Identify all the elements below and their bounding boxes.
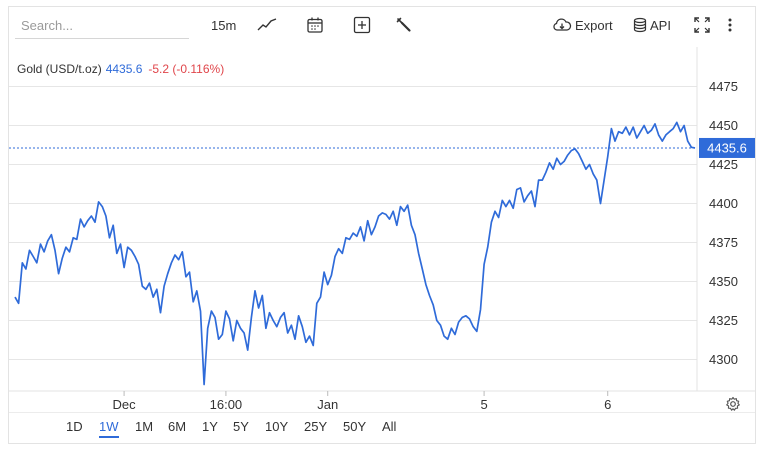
export-button[interactable]: Export — [552, 15, 613, 35]
last-price-tag — [699, 137, 755, 158]
series-layer — [14, 121, 696, 386]
x-tick-label: 6 — [604, 397, 611, 412]
settings-gear-icon[interactable] — [725, 396, 741, 417]
y-tick-label: 4300 — [709, 352, 738, 367]
chart-legend: Gold (USD/t.oz) 4435.6 -5.2 (-0.116%) — [17, 62, 224, 76]
y-tick-label: 4475 — [709, 79, 738, 94]
more-menu-icon[interactable] — [727, 15, 733, 35]
x-tick-label: Jan — [317, 397, 338, 412]
grid — [9, 47, 755, 392]
wrench-icon[interactable] — [395, 15, 413, 35]
api-label: API — [650, 17, 671, 33]
x-axis: Dec 16:00 Jan 5 6 — [113, 391, 611, 412]
x-tick-label: 16:00 — [210, 397, 243, 412]
y-tick-label: 4350 — [709, 274, 738, 289]
chart-type-icon[interactable] — [257, 15, 277, 35]
toolbar: 15m Export API — [9, 7, 755, 43]
x-tick-label: 5 — [480, 397, 487, 412]
y-tick-label: 4325 — [709, 313, 738, 328]
last-price-label: 4435.6 — [707, 140, 747, 155]
export-label: Export — [575, 17, 613, 33]
range-button-all[interactable]: All — [382, 419, 397, 434]
api-button[interactable]: API — [633, 15, 671, 35]
legend-price: 4435.6 — [105, 62, 143, 76]
add-indicator-icon[interactable] — [353, 15, 371, 35]
range-button-1m[interactable]: 1M — [135, 419, 154, 434]
range-button-50y[interactable]: 50Y — [343, 419, 367, 434]
fullscreen-icon[interactable] — [693, 15, 711, 35]
search-input[interactable] — [15, 13, 189, 39]
range-button-6m[interactable]: 6M — [168, 419, 187, 434]
range-button-5y[interactable]: 5Y — [233, 419, 249, 434]
range-button-10y[interactable]: 10Y — [265, 419, 289, 434]
legend-change: -5.2 (-0.116%) — [148, 62, 225, 76]
y-tick-label: 4375 — [709, 235, 738, 250]
y-axis: 4300 4325 4350 4375 4400 4425 4450 4475 — [709, 79, 738, 367]
database-icon — [633, 17, 647, 33]
chart-widget: 15m Export API Gold (USD/t.oz)4435.6-5.2 — [8, 6, 756, 444]
x-tick-label: Dec — [113, 397, 137, 412]
cloud-download-icon — [553, 18, 572, 31]
legend-symbol-name: Gold (USD/t.oz) — [17, 62, 102, 76]
interval-selector[interactable]: 15m — [211, 17, 237, 33]
range-button-1d[interactable]: 1D — [66, 419, 83, 434]
range-button-25y[interactable]: 25Y — [304, 419, 328, 434]
range-button-1y[interactable]: 1Y — [202, 419, 218, 434]
price-chart[interactable]: 4300 4325 4350 4375 4400 4425 4450 4475 Dec 16:0… — [9, 47, 755, 419]
calendar-icon[interactable] — [306, 15, 324, 35]
y-tick-label: 4425 — [709, 157, 738, 172]
series-line-gold — [14, 121, 696, 386]
y-tick-label: 4400 — [709, 196, 738, 211]
range-selector: 1D 1W 1M 6M 1Y 5Y 10Y 25Y 50Y All — [9, 412, 755, 443]
y-tick-label: 4450 — [709, 118, 738, 133]
range-button-1w[interactable]: 1W — [99, 419, 119, 438]
last-price-layer: 4435.6 — [9, 137, 755, 158]
